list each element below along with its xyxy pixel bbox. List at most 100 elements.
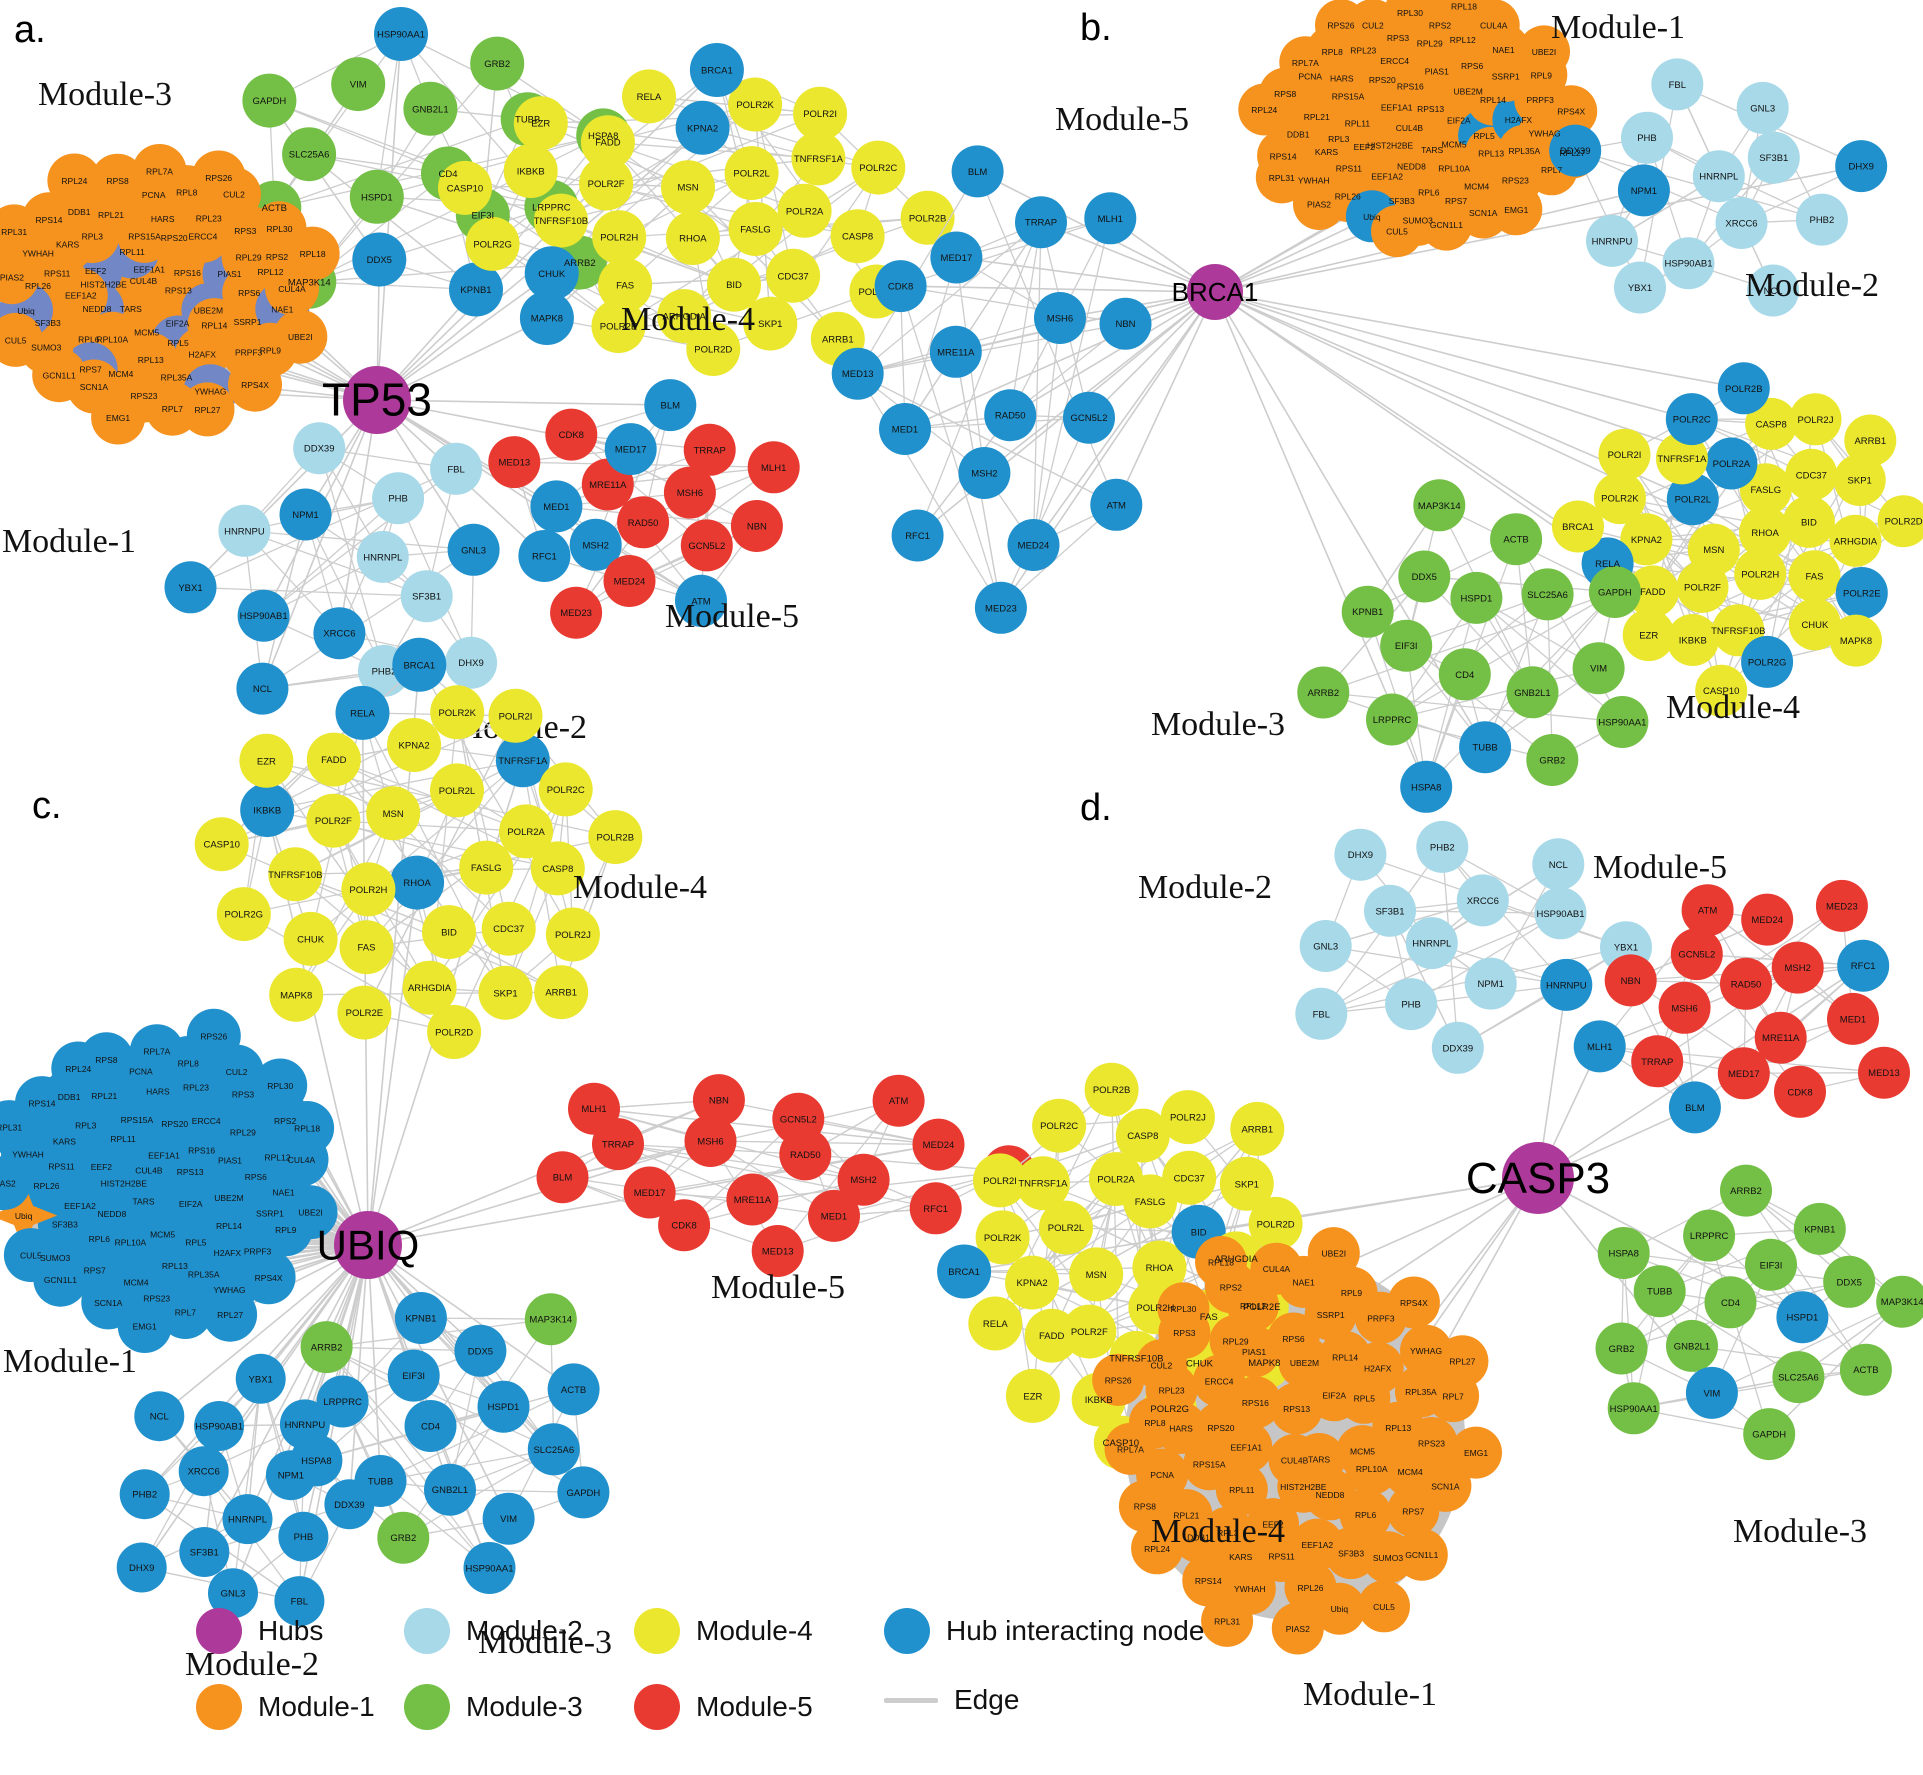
node-label-RPL26: RPL26 <box>1335 192 1361 202</box>
node-MED23 <box>550 586 603 639</box>
node-PHB <box>1385 978 1438 1031</box>
node-label-PHB: PHB <box>1637 133 1657 144</box>
node-label-HSP90AA1: HSP90AA1 <box>465 1564 513 1575</box>
cluster-title-module1: Module-1 <box>3 1343 137 1380</box>
node-label-RPL7: RPL7 <box>175 1308 197 1318</box>
node-labels-layer: RHOA MSN FASLG POLR2H POLR2L BID POLR2F POLR2A F… <box>0 660 1025 1607</box>
node-label-Ubiq: Ubiq <box>15 1211 33 1221</box>
node-label-TNFRSF10B: TNFRSF10B <box>1711 626 1765 637</box>
node-label-KARS: KARS <box>56 239 79 249</box>
node-label-RPS26: RPS26 <box>1328 21 1355 31</box>
node-label-KPNB1: KPNB1 <box>405 1314 436 1325</box>
node-label-CUL2: CUL2 <box>1362 21 1384 31</box>
node-IKBKB <box>1666 614 1719 666</box>
node-label-DDX39: DDX39 <box>1442 1043 1473 1054</box>
node-label-SF3B1: SF3B1 <box>190 1548 219 1559</box>
node-label-GCN5L2: GCN5L2 <box>1678 950 1715 961</box>
panel-letter: b. <box>1080 7 1112 49</box>
node-EZR <box>239 733 294 788</box>
node-label-H2AFX: H2AFX <box>188 349 216 359</box>
node-label-GNL3: GNL3 <box>1750 103 1775 114</box>
node-label-RPS13: RPS13 <box>177 1167 204 1177</box>
node-label-RELA: RELA <box>983 1319 1008 1330</box>
node-label-NBN: NBN <box>1115 319 1135 330</box>
hub-node-TP53 <box>343 366 411 434</box>
node-label-RPL8: RPL8 <box>178 1059 200 1069</box>
node-label-POLR2I: POLR2I <box>983 1176 1017 1187</box>
node-label-GRB2: GRB2 <box>390 1533 416 1544</box>
node-GCN5L2 <box>1063 391 1115 444</box>
node-label-ARHGDIA: ARHGDIA <box>408 983 452 994</box>
node-label-LRPPRC: LRPPRC <box>1373 715 1412 726</box>
node-label-CDC37: CDC37 <box>778 271 809 282</box>
node-label-HSPA8: HSPA8 <box>1411 782 1441 793</box>
node-ACTB <box>547 1363 600 1416</box>
node-label-MSH2: MSH2 <box>1784 963 1810 974</box>
node-POLR2H <box>341 862 396 917</box>
node-POLR2G <box>216 887 271 942</box>
node-label-RPS14: RPS14 <box>1270 151 1297 161</box>
node-label-RPS13: RPS13 <box>1417 104 1444 114</box>
node-RPS4X <box>228 357 282 412</box>
node-label-POLR2E: POLR2E <box>1843 589 1881 600</box>
node-RELA <box>335 685 390 740</box>
node-label-MLH1: MLH1 <box>581 1104 606 1115</box>
node-POLR2B <box>1084 1062 1139 1117</box>
node-label-CHUK: CHUK <box>1801 620 1829 631</box>
node-NPM1 <box>1617 164 1670 217</box>
node-RPL10A <box>1345 1442 1398 1495</box>
node-label-NPM1: NPM1 <box>1631 186 1657 197</box>
node-label-RPL18: RPL18 <box>1451 2 1477 12</box>
node-CDC37 <box>1785 448 1838 501</box>
node-Ubiq <box>0 1181 58 1250</box>
node-label-RPL8: RPL8 <box>176 188 198 198</box>
node-MED13 <box>1858 1046 1910 1099</box>
node-DHX9 <box>445 636 498 689</box>
node-label-NEDD8: NEDD8 <box>1316 1490 1345 1500</box>
node-NBN <box>730 500 783 552</box>
node-MRE11A <box>726 1173 779 1226</box>
node-label-RPS8: RPS8 <box>1274 89 1296 99</box>
node-label-MED24: MED24 <box>1018 541 1050 552</box>
node-ATM <box>872 1074 925 1127</box>
node-RPL31 <box>1255 151 1308 204</box>
node-label-NEDD8: NEDD8 <box>97 1209 126 1219</box>
node-label-PHB2: PHB2 <box>1430 842 1455 853</box>
node-label-RAD50: RAD50 <box>1731 979 1762 990</box>
node-CHUK <box>524 246 579 301</box>
node-label-RPS7: RPS7 <box>84 1265 106 1275</box>
node-PHB2 <box>1416 820 1469 873</box>
node-label-NBN: NBN <box>709 1096 729 1107</box>
node-POLR2A <box>1089 1152 1143 1207</box>
node-label-GRB2: GRB2 <box>484 59 510 70</box>
node-label-UBE2I: UBE2I <box>298 1208 323 1218</box>
node-label-EEF1A1: EEF1A1 <box>1381 102 1413 112</box>
node-label-TNFRSF1A: TNFRSF1A <box>1657 454 1707 465</box>
node-MED1 <box>530 480 583 533</box>
node-label-TARS: TARS <box>1308 1455 1330 1465</box>
node-label-POLR2K: POLR2K <box>1601 494 1639 505</box>
cluster-title-module2: Module-2 <box>1138 869 1272 906</box>
node-CASP10 <box>194 817 249 872</box>
panel-letter: d. <box>1080 787 1112 829</box>
node-label-RPS2: RPS2 <box>1429 21 1451 31</box>
node-label-CUL5: CUL5 <box>1386 227 1408 237</box>
node-HSP90AA1 <box>1596 696 1649 748</box>
node-label-YWHAG: YWHAG <box>1529 129 1561 139</box>
node-label-MSH6: MSH6 <box>1047 314 1073 325</box>
node-RHOA <box>390 855 445 910</box>
node-label-MSN: MSN <box>1703 545 1724 556</box>
node-label-RPS11: RPS11 <box>1268 1552 1295 1562</box>
node-label-PIAS2: PIAS2 <box>0 273 24 283</box>
node-label-DHX9: DHX9 <box>129 1563 154 1574</box>
node-label-VIM: VIM <box>1590 664 1607 675</box>
node-MRE11A <box>929 325 982 378</box>
node-label-HSP90AB1: HSP90AB1 <box>1664 259 1712 270</box>
node-label-MED17: MED17 <box>941 253 973 264</box>
node-PHB2 <box>1795 193 1848 246</box>
node-label-CDK8: CDK8 <box>559 430 584 441</box>
node-label-MCM4: MCM4 <box>108 369 133 379</box>
node-GCN5L2 <box>772 1092 825 1145</box>
node-label-RPS15A: RPS15A <box>128 231 161 241</box>
node-label-CASP8: CASP8 <box>842 232 873 243</box>
